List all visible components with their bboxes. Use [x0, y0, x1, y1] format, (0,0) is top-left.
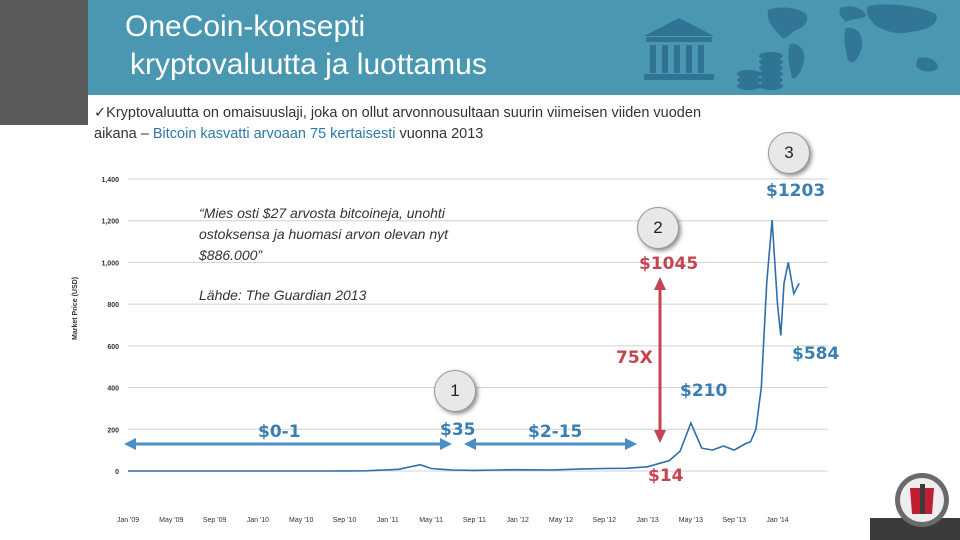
guardian-quote: “Mies osti $27 arvosta bitcoineja, unoht… [199, 205, 449, 263]
y-tick-label: 800 [107, 302, 119, 309]
label-14: $14 [648, 466, 684, 486]
y-tick-label: 1,000 [101, 260, 119, 267]
label-210: $210 [680, 381, 728, 401]
y-tick-label: 0 [115, 469, 119, 476]
x-tick-label: Jan '09 [117, 517, 139, 524]
label-35: $35 [440, 420, 476, 440]
left-accent-bar [0, 0, 88, 125]
x-tick-label: Jan '10 [247, 517, 269, 524]
title-line-1: OneCoin-konsepti [125, 10, 366, 43]
slide-title: OneCoin-konsepti kryptovaluutta ja luott… [125, 10, 487, 82]
label-75x: 75X [616, 348, 653, 368]
x-tick-label: Jan '13 [636, 517, 658, 524]
world-map-icon [767, 4, 938, 79]
x-tick-label: Sep '09 [203, 517, 227, 524]
x-tick-label: Sep '11 [463, 517, 486, 524]
badge-2: 2 [637, 207, 679, 249]
title-line-2: kryptovaluutta ja luottamus [130, 48, 487, 81]
footer-corner [870, 518, 960, 540]
label-0-1: $0-1 [258, 422, 301, 442]
label-2-15: $2-15 [528, 422, 583, 442]
bullet-prefix: ✓Kryptovaluutta on omaisuuslaji, joka on… [94, 105, 702, 142]
x-tick-label: Jan '11 [377, 517, 399, 524]
x-tick-label: May '13 [679, 517, 703, 524]
x-tick-label: May '09 [159, 517, 183, 524]
y-tick-label: 200 [107, 427, 119, 434]
x-tick-label: May '11 [419, 517, 443, 524]
label-1045: $1045 [639, 254, 699, 274]
quote-source: Lähde: The Guardian 2013 [199, 287, 367, 303]
bullet-suffix: vuonna 2013 [395, 126, 484, 142]
badge-3: 3 [768, 132, 810, 174]
coins-icon [737, 52, 783, 90]
badge-1: 1 [434, 370, 476, 412]
y-axis-ticks: 0 200 400 600 800 1,000 1,200 1,400 [101, 177, 119, 476]
y-tick-label: 400 [107, 386, 119, 393]
label-584: $584 [792, 344, 840, 364]
bank-icon [644, 18, 714, 80]
y-tick-label: 1,200 [101, 219, 119, 226]
title-banner [88, 0, 960, 95]
x-tick-label: Sep '13 [722, 517, 746, 524]
x-axis-ticks: Jan '09 May '09 Sep '09 Jan '10 May '10 Sep '… [117, 517, 789, 524]
y-tick-label: 600 [107, 344, 119, 351]
x-tick-label: Sep '10 [333, 517, 357, 524]
x-tick-label: Jan '12 [507, 517, 529, 524]
x-tick-label: Sep '12 [593, 517, 617, 524]
x-tick-label: Jan '14 [766, 517, 788, 524]
x-tick-label: May '10 [289, 517, 313, 524]
bullet-highlight: Bitcoin kasvatti arvoaan 75 kertaisesti [152, 126, 396, 142]
label-1203: $1203 [766, 181, 826, 201]
company-logo-icon [895, 473, 949, 527]
x-tick-label: May '12 [549, 517, 573, 524]
y-tick-label: 1,400 [101, 177, 119, 184]
y-axis-label: Market Price (USD) [72, 276, 79, 340]
bullet-text: ✓Kryptovaluutta on omaisuuslaji, joka on… [94, 103, 734, 145]
